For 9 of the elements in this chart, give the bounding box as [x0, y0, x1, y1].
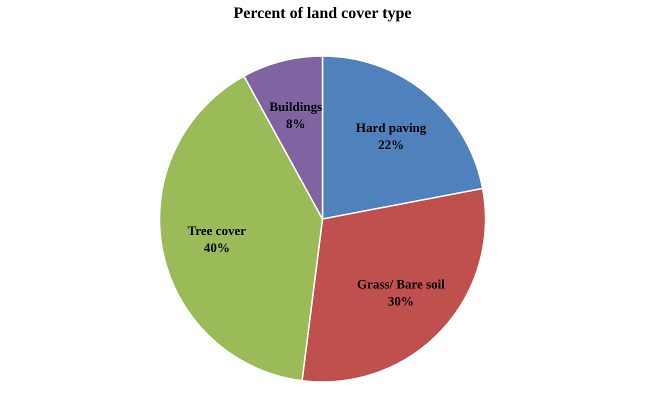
slice-label: Hard paving	[356, 120, 427, 136]
data-label: 30%	[388, 294, 414, 309]
data-label: 40%	[204, 240, 230, 256]
chart-title: Percent of land cover type	[233, 5, 412, 22]
slice-label: Buildings	[269, 98, 322, 114]
slice-label: Grass/ Bare soil	[356, 276, 446, 292]
slice-label: Tree cover	[188, 223, 246, 238]
data-label: 8%	[286, 116, 306, 131]
data-label: 22%	[378, 137, 404, 152]
